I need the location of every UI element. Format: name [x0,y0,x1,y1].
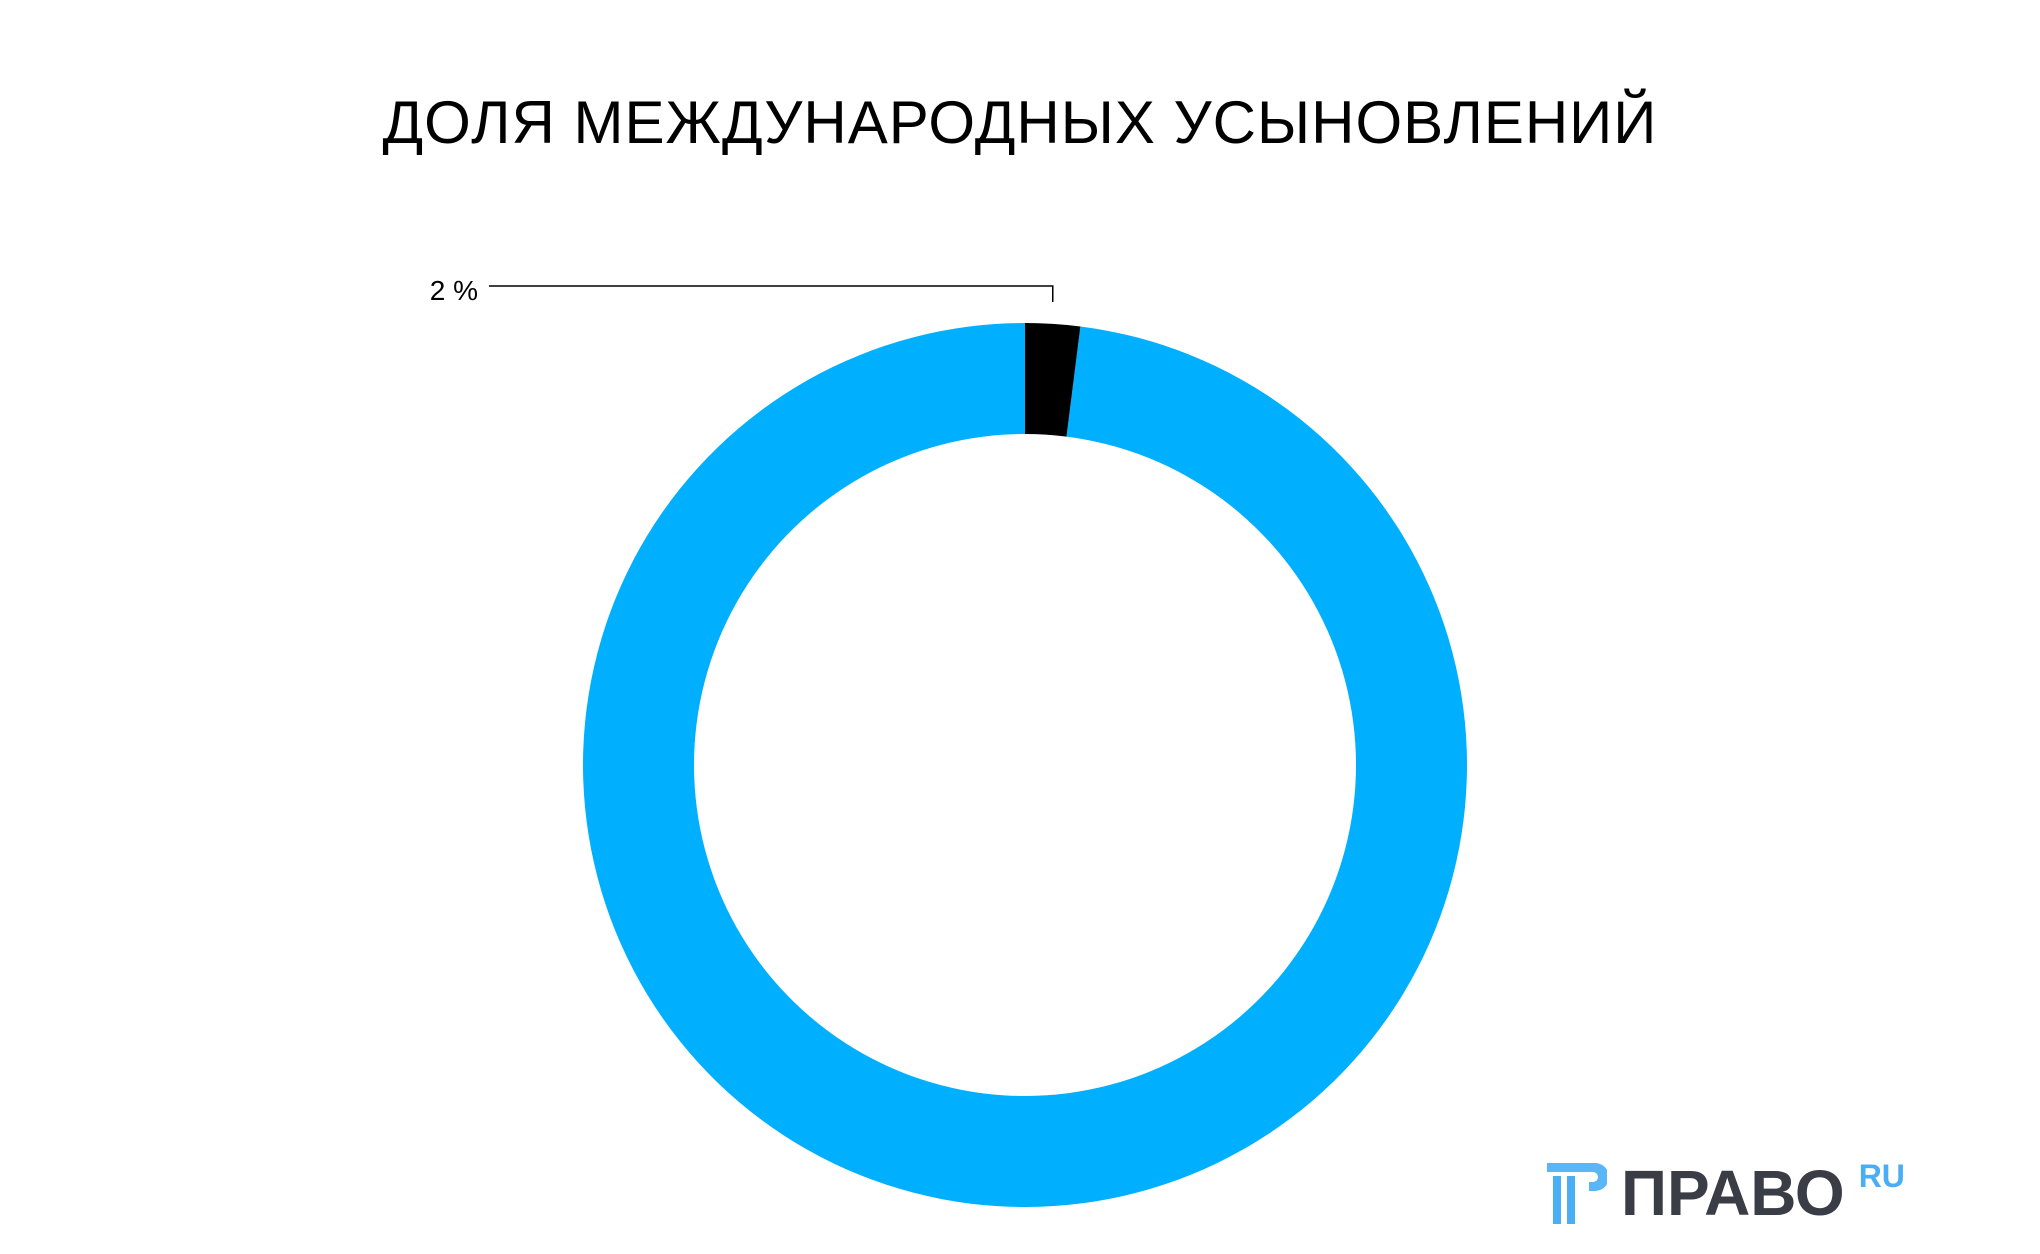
chart-title: ДОЛЯ МЕЖДУНАРОДНЫХ УСЫНОВЛЕНИЙ [382,89,1658,156]
donut-slice-0 [583,323,1467,1207]
logo-text: ПРАВО [1621,1157,1845,1229]
logo-suffix: RU [1858,1158,1905,1194]
slice-label-leader-line [489,285,1054,302]
donut-slice-1 [1025,323,1081,437]
pravo-ru-logo: ПРАВО RU [1545,1158,1905,1228]
pravo-logo-icon [1547,1163,1607,1224]
slice-label: 2 % [430,275,478,306]
